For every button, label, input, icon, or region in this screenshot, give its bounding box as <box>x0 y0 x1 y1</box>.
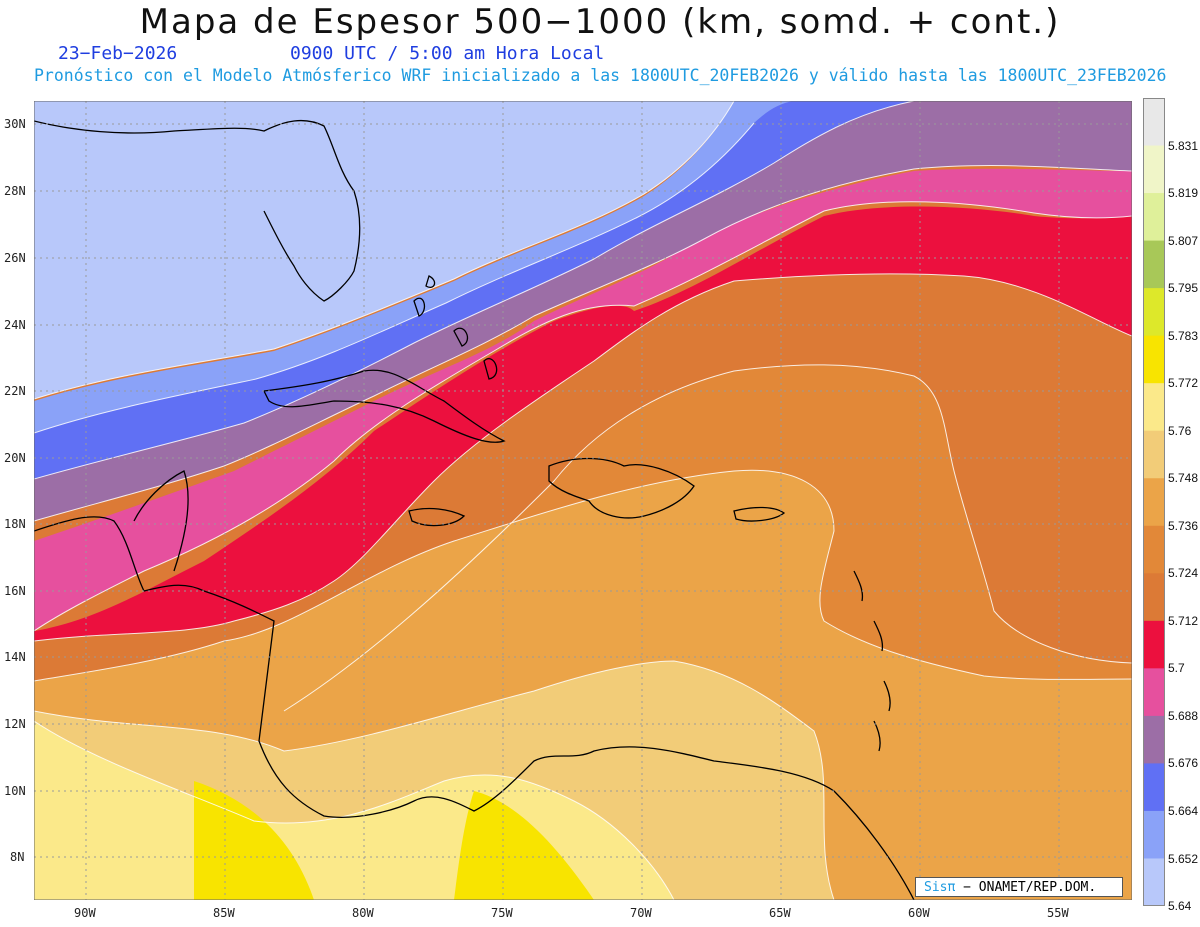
colorbar-label: 5.676 <box>1168 756 1199 771</box>
lat-tick-12n: 12N <box>4 717 26 731</box>
colorbar-label: 5.664 <box>1168 803 1199 818</box>
colorbar-swatch <box>1143 98 1165 147</box>
colorbar-label: 5.831 <box>1168 138 1199 153</box>
colorbar-swatch <box>1143 145 1165 194</box>
colorbar-label: 5.64 <box>1168 899 1192 913</box>
lon-tick-65w: 65W <box>769 906 791 920</box>
lon-tick-70w: 70W <box>630 906 652 920</box>
band-5-652 <box>34 101 794 433</box>
colorbar-label: 5.807 <box>1168 233 1199 248</box>
colorbar-label: 5.736 <box>1168 518 1199 533</box>
colorbar-label: 5.748 <box>1168 471 1199 486</box>
colorbar-swatch <box>1143 668 1165 717</box>
map-title: Mapa de Espesor 500−1000 (km, somd. + co… <box>139 2 1061 42</box>
contour-lines <box>34 101 1132 900</box>
colorbar-label: 5.76 <box>1168 423 1192 438</box>
colorbar-swatch <box>1143 240 1165 289</box>
band-5-676 <box>34 101 1132 521</box>
colorbar-swatch <box>1143 430 1165 479</box>
colorbar-label: 5.688 <box>1168 708 1199 723</box>
valid-time: 0900 UTC / 5:00 am Hora Local <box>290 43 605 64</box>
colorbar-swatch <box>1143 525 1165 574</box>
lat-tick-26n: 26N <box>4 251 26 265</box>
colorbar-swatch <box>1143 858 1165 906</box>
colorbar-swatch <box>1143 288 1165 337</box>
lat-tick-14n: 14N <box>4 650 26 664</box>
lon-tick-60w: 60W <box>908 906 930 920</box>
lat-tick-28n: 28N <box>4 184 26 198</box>
colorbar-label: 5.712 <box>1168 613 1199 628</box>
lon-tick-80w: 80W <box>352 906 374 920</box>
colorbar-label: 5.7 <box>1168 661 1185 676</box>
colorbar-label: 5.772 <box>1168 376 1199 391</box>
colorbar-label: 5.652 <box>1168 851 1199 866</box>
credit-box: Sisπ − ONAMET/REP.DOM. <box>915 877 1123 897</box>
colorbar-label: 5.795 <box>1168 281 1199 296</box>
colorbar-swatch <box>1143 763 1165 812</box>
lat-tick-30n: 30N <box>4 117 26 131</box>
forecast-date: 23−Feb−2026 <box>58 43 178 64</box>
lon-tick-90w: 90W <box>74 906 96 920</box>
lon-tick-55w: 55W <box>1047 906 1069 920</box>
band-5-70 <box>34 206 1132 641</box>
lon-tick-75w: 75W <box>491 906 513 920</box>
sispi-logo: Sisπ <box>924 880 956 895</box>
lat-tick-8n: 8N <box>10 850 25 864</box>
lat-tick-20n: 20N <box>4 451 26 465</box>
lon-tick-85w: 85W <box>213 906 235 920</box>
colorbar-label: 5.783 <box>1168 328 1199 343</box>
colorbar-label: 5.724 <box>1168 566 1199 581</box>
lat-tick-10n: 10N <box>4 784 26 798</box>
lat-tick-24n: 24N <box>4 318 26 332</box>
colorbar-label: 5.819 <box>1168 186 1199 201</box>
colorbar-swatch <box>1143 573 1165 622</box>
colorbar-swatch <box>1143 383 1165 432</box>
lat-tick-18n: 18N <box>4 517 26 531</box>
lat-tick-16n: 16N <box>4 584 26 598</box>
colorbar <box>1143 98 1165 906</box>
band-5-772 <box>194 781 594 900</box>
colorbar-swatch <box>1143 810 1165 860</box>
colorbar-swatch <box>1143 478 1165 527</box>
colorbar-swatch <box>1143 715 1165 765</box>
lat-tick-22n: 22N <box>4 384 26 398</box>
colorbar-swatch <box>1143 193 1165 242</box>
credit-text: − ONAMET/REP.DOM. <box>955 880 1097 895</box>
thickness-map <box>34 101 1132 900</box>
colorbar-swatch <box>1143 620 1165 669</box>
grid-lines <box>34 101 1132 900</box>
model-subtitle: Pronóstico con el Modelo Atmósferico WRF… <box>34 66 1167 85</box>
colorbar-swatch <box>1143 335 1165 384</box>
